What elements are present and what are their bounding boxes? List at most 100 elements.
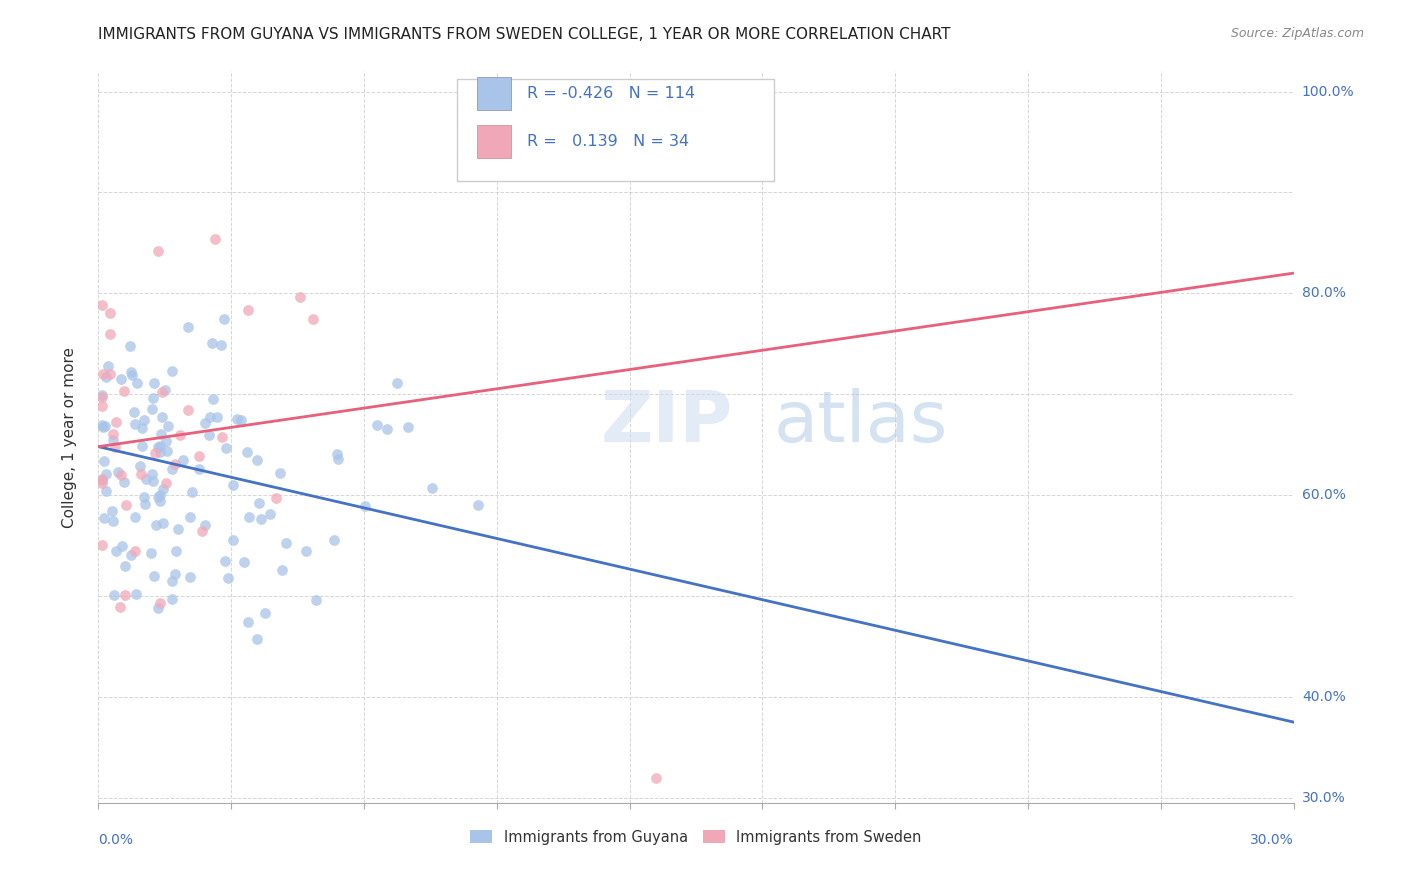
Point [166,522,188,536]
Point [98,367,122,381]
Point [93,454,115,468]
Point [179,509,201,524]
Point [165,543,187,558]
Point [305,593,328,607]
Point [204,232,226,246]
Text: 80.0%: 80.0% [1302,286,1346,301]
Point [259,507,281,521]
Point [93,511,115,525]
Point [143,446,166,460]
Point [288,290,311,304]
Point [114,559,136,574]
Point [111,539,134,553]
Point [145,518,167,533]
Point [217,571,239,585]
Point [142,474,165,488]
Point [91,476,114,491]
Text: IMMIGRANTS FROM GUYANA VS IMMIGRANTS FROM SWEDEN COLLEGE, 1 YEAR OR MORE CORRELA: IMMIGRANTS FROM GUYANA VS IMMIGRANTS FRO… [98,27,950,42]
Bar [477,78,510,110]
Point [135,473,157,487]
Point [180,485,202,500]
Point [91,368,114,382]
Point [146,490,169,504]
Text: 100.0%: 100.0% [1302,85,1354,98]
Point [276,535,298,549]
Point [91,399,114,413]
Point [97,359,120,374]
Point [98,326,122,341]
Point [385,376,408,391]
Point [247,496,270,510]
Text: 30.0%: 30.0% [1302,790,1346,805]
Point [246,632,269,646]
Point [236,303,259,318]
Point [249,512,271,526]
Point [112,384,135,398]
Point [165,566,187,581]
Point [201,392,224,406]
Text: ZIP: ZIP [600,388,733,457]
Point [155,475,177,490]
Point [645,771,668,785]
Point [141,546,163,560]
Point [142,391,165,405]
Point [149,487,172,501]
Point [187,449,209,463]
Point [91,472,114,486]
Point [121,368,143,382]
Point [149,445,172,459]
Point [162,574,184,589]
Point [176,402,198,417]
Point [177,319,200,334]
Point [211,430,233,444]
Point [131,421,153,435]
Point [115,498,138,512]
Point [118,339,141,353]
Point [191,524,214,538]
Point [134,413,156,427]
Point [236,444,259,458]
Point [110,468,132,483]
Point [269,466,291,480]
Point [302,312,325,326]
Point [149,439,172,453]
Point [152,516,174,530]
Point [127,376,149,390]
Text: 60.0%: 60.0% [1302,488,1346,502]
Point [254,606,277,620]
Point [120,365,142,379]
Point [156,418,179,433]
Point [150,410,173,425]
Point [326,452,349,467]
Point [91,420,114,434]
Point [557,85,579,99]
Point [172,452,194,467]
Point [246,453,269,467]
Point [160,364,183,378]
Point [134,497,156,511]
Point [122,405,145,419]
Point [120,548,142,562]
Point [377,422,399,436]
Text: 40.0%: 40.0% [1302,690,1346,704]
Point [169,428,191,442]
Point [467,498,489,512]
Legend: Immigrants from Guyana, Immigrants from Sweden: Immigrants from Guyana, Immigrants from … [464,823,928,850]
Point [326,446,349,460]
Point [187,461,209,475]
Point [103,588,125,602]
Point [91,388,114,402]
Point [225,412,247,426]
Point [148,601,170,615]
Point [94,418,117,433]
Point [110,372,132,386]
Point [420,481,443,495]
Point [91,390,114,404]
Point [354,500,377,514]
Point [91,538,114,552]
Point [125,587,148,601]
Point [160,592,183,607]
Point [205,409,228,424]
Point [153,383,176,397]
Point [214,554,236,568]
